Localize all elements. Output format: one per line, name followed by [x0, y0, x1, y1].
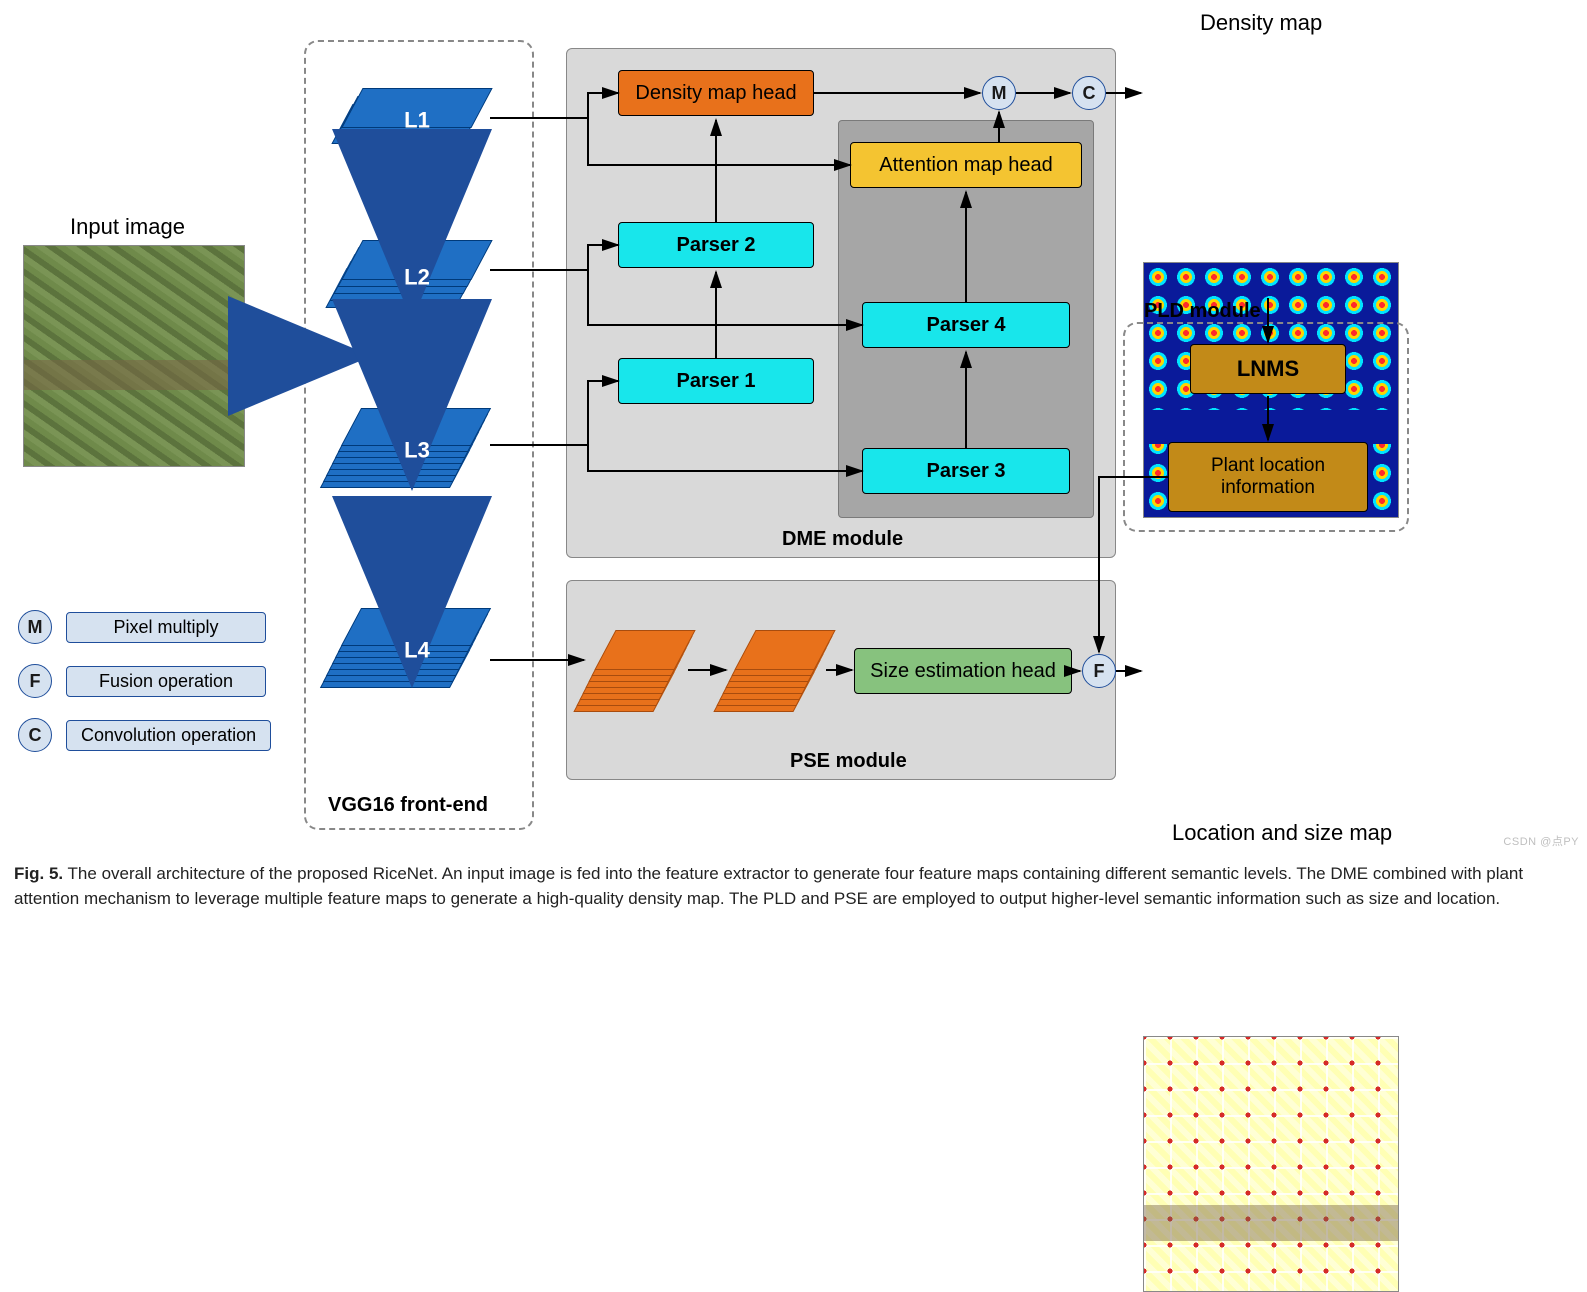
node-C-label: C — [1083, 83, 1096, 104]
parser-2: Parser 2 — [618, 222, 814, 268]
vgg-layer-L2: L2 — [342, 240, 492, 320]
figure-caption-label: Fig. 5. — [14, 864, 63, 883]
pld-label: PLD module — [1144, 300, 1261, 323]
vgg-layer-L4: L4 — [342, 608, 492, 698]
legend-F-text: Fusion operation — [66, 666, 266, 697]
size-estimation-head-label: Size estimation head — [870, 660, 1056, 683]
vgg-layer-L2-label: L2 — [404, 264, 430, 290]
vgg-layer-L1: L1 — [342, 88, 492, 158]
parser-2-label: Parser 2 — [677, 234, 756, 257]
node-F: F — [1082, 654, 1116, 688]
node-M-label: M — [992, 83, 1007, 104]
attention-map-head-label: Attention map head — [879, 154, 1052, 177]
node-M: M — [982, 76, 1016, 110]
parser-1: Parser 1 — [618, 358, 814, 404]
legend-C-icon: C — [18, 718, 52, 752]
parser-3: Parser 3 — [862, 448, 1070, 494]
parser-1-label: Parser 1 — [677, 370, 756, 393]
node-C: C — [1072, 76, 1106, 110]
legend-M-icon: M — [18, 610, 52, 644]
parser-4-label: Parser 4 — [927, 314, 1006, 337]
density-title: Density map — [1200, 10, 1322, 36]
dme-label: DME module — [782, 528, 903, 551]
vgg-label: VGG16 front-end — [328, 794, 488, 817]
pse-stack-1 — [596, 630, 706, 720]
input-image — [23, 245, 245, 467]
vgg-layer-L3: L3 — [342, 408, 492, 498]
watermark: CSDN @点PY — [1503, 833, 1579, 849]
plant-location-label: Plant location information — [1169, 455, 1367, 499]
figure-caption: Fig. 5. The overall architecture of the … — [14, 862, 1572, 911]
node-F-label: F — [1094, 661, 1105, 682]
legend: M Pixel multiply F Fusion operation C Co… — [18, 610, 271, 752]
parser-3-label: Parser 3 — [927, 460, 1006, 483]
lnms-block: LNMS — [1190, 344, 1346, 394]
pse-stack-2 — [736, 630, 846, 720]
legend-F-icon: F — [18, 664, 52, 698]
figure-caption-text: The overall architecture of the proposed… — [14, 864, 1523, 908]
density-map-head: Density map head — [618, 70, 814, 116]
parser-4: Parser 4 — [862, 302, 1070, 348]
size-estimation-head: Size estimation head — [854, 648, 1072, 694]
location-size-map-image — [1143, 1036, 1399, 1292]
pse-label: PSE module — [790, 750, 907, 773]
vgg-layer-L4-label: L4 — [404, 637, 430, 663]
legend-C-text: Convolution operation — [66, 720, 271, 751]
plant-location-block: Plant location information — [1168, 442, 1368, 512]
locsize-title: Location and size map — [1172, 820, 1392, 846]
density-map-head-label: Density map head — [635, 82, 796, 105]
attention-map-head: Attention map head — [850, 142, 1082, 188]
legend-M-text: Pixel multiply — [66, 612, 266, 643]
input-title: Input image — [70, 214, 185, 240]
vgg-layer-L1-label: L1 — [404, 107, 430, 133]
vgg-layer-L3-label: L3 — [404, 437, 430, 463]
figure-canvas: Input image Density map Location and siz… — [0, 0, 1587, 969]
lnms-label: LNMS — [1237, 356, 1299, 382]
